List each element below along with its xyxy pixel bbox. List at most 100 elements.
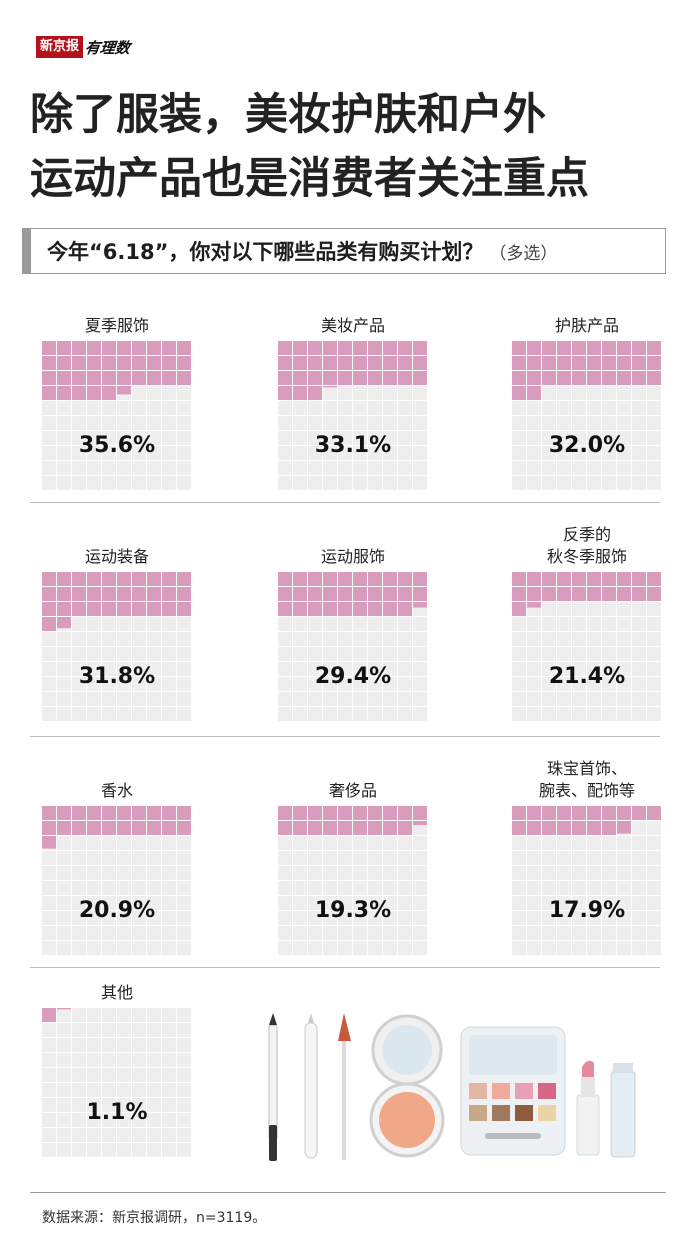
waffle-cell-empty (527, 446, 541, 460)
waffle-cell-empty (338, 677, 352, 691)
waffle-cell-filled (308, 587, 322, 601)
waffle-cell-empty (542, 911, 556, 925)
waffle-cell-empty (293, 461, 307, 475)
waffle-cell-empty (572, 941, 586, 955)
waffle-cell-empty (323, 416, 337, 430)
waffle-cell-filled (572, 371, 586, 385)
waffle-cell-empty (102, 1023, 116, 1037)
waffle-cell-empty (117, 461, 131, 475)
waffle-cell-empty (368, 926, 382, 940)
waffle-cell-filled (338, 806, 352, 820)
waffle-cell-empty (57, 881, 71, 895)
waffle-cell-empty (42, 1098, 56, 1112)
waffle-cell-filled (57, 356, 71, 370)
waffle-cell-empty (87, 1098, 101, 1112)
waffle-cell-empty (162, 647, 176, 661)
waffle-cell-empty (413, 386, 427, 400)
waffle-cell-filled (617, 572, 631, 586)
waffle-cell-filled (647, 806, 661, 820)
waffle-cell-empty (647, 881, 661, 895)
waffle-svg (278, 806, 427, 955)
waffle-cell-empty (368, 707, 382, 721)
waffle-cell-filled (72, 386, 86, 400)
waffle-cell-empty (338, 896, 352, 910)
waffle-cell-empty (87, 836, 101, 850)
waffle-cell-empty (162, 662, 176, 676)
waffle-cell-empty (557, 386, 571, 400)
waffle-cell-filled (177, 602, 191, 616)
waffle-cell-empty (647, 386, 661, 400)
waffle-cell-empty (308, 677, 322, 691)
waffle-cell-filled (42, 821, 56, 835)
waffle-cell-empty (72, 446, 86, 460)
waffle-cell-empty (542, 836, 556, 850)
waffle-cell-empty (42, 1128, 56, 1142)
waffle-cell-empty (587, 431, 601, 445)
waffle-cell-filled (587, 341, 601, 355)
waffle-cell-empty (278, 416, 292, 430)
waffle-cell-empty (527, 632, 541, 646)
waffle-cell-empty (177, 617, 191, 631)
percent-label: 20.9% (78, 898, 156, 923)
waffle-cell-empty (353, 851, 367, 865)
waffle-cell-empty (353, 692, 367, 706)
waffle-cell-filled (512, 602, 526, 616)
waffle-cell-empty (278, 707, 292, 721)
waffle-cell-empty (308, 881, 322, 895)
waffle-cell-empty (557, 707, 571, 721)
waffle-cell-empty (617, 617, 631, 631)
waffle-cell-empty (57, 941, 71, 955)
waffle-cell-filled (413, 356, 427, 370)
waffle-cell-filled (353, 356, 367, 370)
waffle-cell-empty (278, 446, 292, 460)
waffle-cell-empty (368, 386, 382, 400)
waffle-cell-filled (278, 587, 292, 601)
waffle-cell-empty (147, 836, 161, 850)
waffle-cell-empty (602, 896, 616, 910)
waffle-cell-empty (368, 851, 382, 865)
waffle-cell-empty (383, 416, 397, 430)
waffle-cell-empty (413, 881, 427, 895)
waffle-cell-filled (512, 386, 526, 400)
waffle-cell-filled (132, 572, 146, 586)
waffle-cell-filled (177, 821, 191, 835)
waffle-cell-empty (632, 386, 646, 400)
waffle-cell-empty (398, 926, 412, 940)
waffle-cell-filled (278, 341, 292, 355)
waffle-cell-empty (177, 1008, 191, 1022)
waffle-cell-empty (383, 386, 397, 400)
waffle-cell-empty (72, 1053, 86, 1067)
waffle-cell-empty (147, 386, 161, 400)
waffle-cell-empty (72, 941, 86, 955)
waffle-cell-empty (398, 401, 412, 415)
waffle-cell-empty (117, 1128, 131, 1142)
waffle-cell-empty (42, 707, 56, 721)
waffle-cell-empty (527, 677, 541, 691)
waffle-cell-empty (278, 617, 292, 631)
waffle-cell-empty (398, 662, 412, 676)
waffle-cell-empty (102, 461, 116, 475)
waffle-cell-filled (57, 821, 71, 835)
waffle-cell-filled (398, 587, 412, 601)
waffle-cell-empty (383, 662, 397, 676)
waffle-cell-empty (557, 692, 571, 706)
waffle-cell-empty (57, 926, 71, 940)
waffle-cell-empty (398, 707, 412, 721)
waffle-cell-empty (57, 1113, 71, 1127)
waffle-cell-empty (162, 617, 176, 631)
waffle-cell-empty (102, 866, 116, 880)
waffle-cell-empty (527, 401, 541, 415)
waffle-cell-filled (132, 371, 146, 385)
waffle-cell-empty (647, 602, 661, 616)
waffle-cell-filled (162, 371, 176, 385)
waffle-cell-filled (368, 356, 382, 370)
waffle-cell-empty (383, 677, 397, 691)
waffle-cell-empty (42, 461, 56, 475)
waffle-cell-empty (323, 386, 337, 400)
waffle-cell-filled (572, 821, 586, 835)
waffle-cell-empty (338, 632, 352, 646)
waffle-cell-filled (293, 386, 307, 400)
waffle-cell-empty (57, 707, 71, 721)
waffle-cell-empty (632, 821, 646, 835)
waffle-svg (42, 341, 191, 490)
